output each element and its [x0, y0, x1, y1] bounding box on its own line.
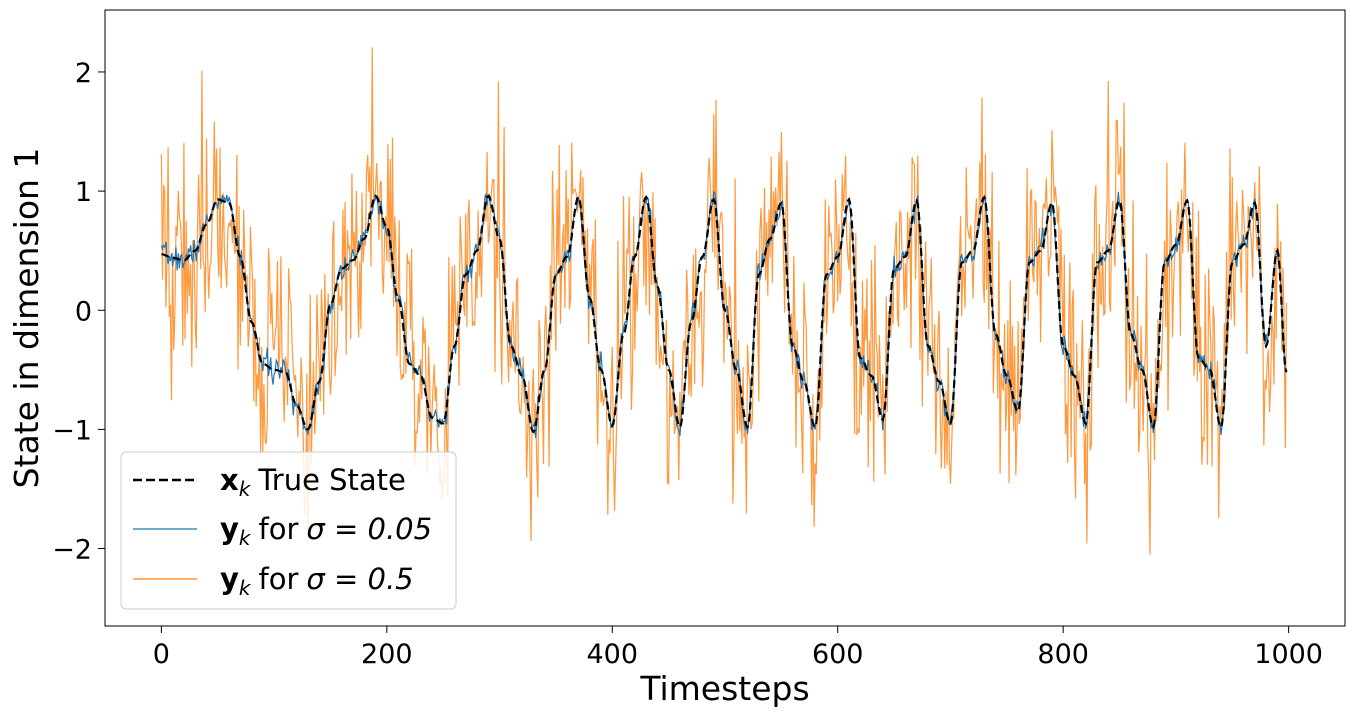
x-tick-label: 800 [1037, 639, 1089, 670]
y-tick-label: 0 [75, 296, 92, 327]
legend-entry-true-state: xk True State [220, 463, 406, 501]
x-tick-label: 600 [812, 639, 864, 670]
x-tick-label: 1000 [1254, 639, 1323, 670]
legend-symbol: y [220, 562, 239, 596]
x-axis: 0 200 400 600 800 1000 [153, 626, 1323, 670]
legend: xk True State yk for σ = 0.05 yk for σ = 0.5 [120, 451, 457, 610]
x-tick-label: 0 [153, 639, 170, 670]
series-line-true-state [161, 194, 1288, 434]
y-tick-label: 1 [75, 177, 92, 208]
legend-symbol: y [220, 512, 239, 546]
y-tick-label: 2 [75, 58, 92, 89]
legend-math: σ = 0.05 [306, 512, 432, 546]
legend-label: True State [257, 463, 406, 497]
legend-subscript: k [239, 477, 252, 501]
legend-symbol: x [220, 463, 239, 497]
series-line-obs-large [160, 47, 1287, 555]
legend-subscript: k [239, 526, 252, 550]
x-axis-label: Timesteps [639, 669, 809, 708]
x-tick-label: 200 [361, 639, 413, 670]
legend-label: for [259, 512, 299, 546]
legend-math: σ = 0.5 [306, 562, 413, 596]
y-tick-label: −2 [52, 535, 92, 566]
legend-entry-obs-large: yk for σ = 0.5 [220, 562, 414, 600]
y-tick-label: −1 [52, 415, 92, 446]
legend-label: for [259, 562, 299, 596]
legend-box [120, 451, 457, 610]
series-layer [160, 47, 1288, 555]
legend-subscript: k [239, 576, 252, 600]
x-tick-label: 400 [586, 639, 638, 670]
plot-frame [104, 9, 1346, 627]
y-axis-label: State in dimension 1 [7, 148, 46, 489]
y-axis: −2 −1 0 1 2 [52, 58, 105, 566]
legend-entry-obs-small: yk for σ = 0.05 [220, 512, 432, 550]
